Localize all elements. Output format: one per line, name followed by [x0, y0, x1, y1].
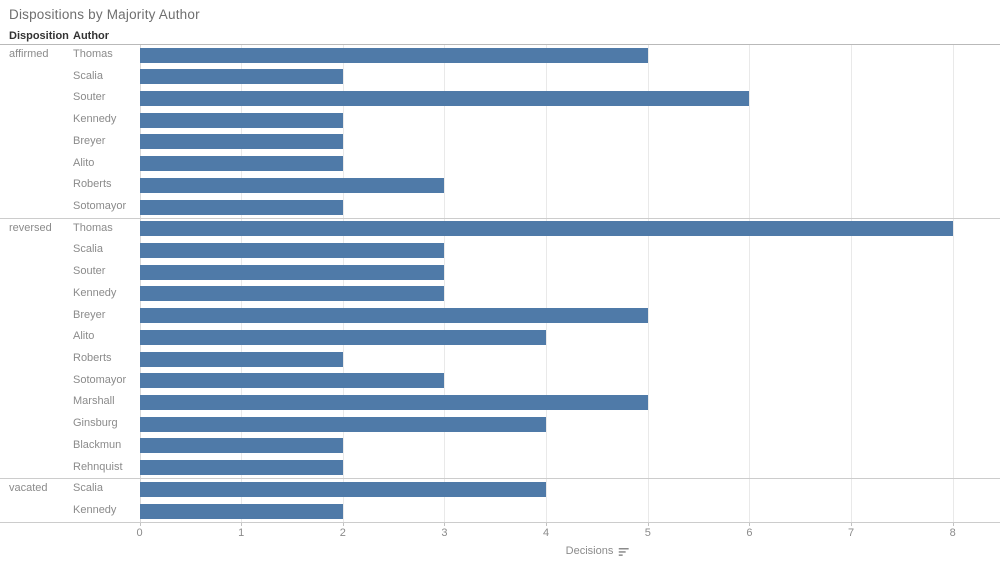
bar-reversed-blackmun[interactable]: [139, 438, 343, 454]
disposition-label[interactable]: reversed: [9, 221, 52, 234]
x-tick-label: 5: [644, 527, 651, 539]
column-header-author: Author: [73, 30, 110, 42]
tick-mark-2: [342, 521, 344, 526]
disposition-label[interactable]: affirmed: [9, 48, 49, 60]
author-label[interactable]: Blackmun: [73, 438, 122, 451]
header-divider: [0, 44, 1000, 45]
bar-affirmed-breyer[interactable]: [139, 134, 343, 150]
gridline-3: [444, 44, 446, 522]
sort-descending-icon[interactable]: [618, 547, 630, 557]
author-label[interactable]: Thomas: [73, 48, 113, 60]
bar-affirmed-kennedy[interactable]: [139, 112, 343, 128]
gridline-1: [241, 44, 243, 522]
bar-reversed-scalia[interactable]: [139, 242, 445, 258]
bar-vacated-kennedy[interactable]: [139, 503, 343, 519]
gridline-6: [749, 44, 751, 522]
bar-affirmed-souter[interactable]: [139, 90, 750, 106]
author-label[interactable]: Rehnquist: [73, 460, 123, 473]
bar-reversed-marshall[interactable]: [139, 394, 648, 410]
gridline-5: [647, 44, 649, 522]
bar-affirmed-alito[interactable]: [139, 156, 343, 172]
author-label[interactable]: Sotomayor: [73, 200, 127, 213]
tick-mark-8: [952, 521, 954, 526]
gridline-4: [546, 44, 548, 522]
bar-reversed-kennedy[interactable]: [139, 286, 445, 302]
bar-reversed-sotomayor[interactable]: [139, 373, 445, 389]
tick-mark-3: [444, 521, 446, 526]
gridline-8: [952, 44, 954, 522]
author-label[interactable]: Souter: [73, 91, 106, 104]
page-title: Dispositions by Majority Author: [9, 7, 200, 22]
bar-affirmed-roberts[interactable]: [139, 177, 445, 193]
gridline-7: [851, 44, 853, 522]
tick-mark-4: [546, 521, 548, 526]
bar-reversed-souter[interactable]: [139, 264, 445, 280]
author-label[interactable]: Kennedy: [73, 286, 117, 299]
tick-mark-1: [241, 521, 243, 526]
group-divider-vacated: [0, 521, 1000, 523]
bar-affirmed-sotomayor[interactable]: [139, 199, 343, 215]
x-tick-label: 7: [847, 527, 855, 539]
disposition-label[interactable]: vacated: [9, 482, 48, 495]
x-tick-label: 2: [339, 527, 346, 539]
x-axis-title-text: Decisions: [565, 545, 614, 557]
author-label[interactable]: Ginsburg: [73, 417, 118, 430]
author-label[interactable]: Breyer: [73, 134, 106, 147]
tick-mark-7: [851, 521, 853, 526]
bar-reversed-ginsburg[interactable]: [139, 416, 547, 432]
author-label[interactable]: Breyer: [73, 308, 106, 321]
bar-reversed-breyer[interactable]: [139, 308, 648, 324]
column-header-disposition: Disposition: [9, 30, 69, 42]
x-axis-title: Decisions: [566, 545, 631, 557]
tick-mark-0: [139, 521, 141, 526]
author-label[interactable]: Scalia: [73, 69, 103, 82]
bar-affirmed-thomas[interactable]: [139, 47, 648, 63]
x-tick-label: 4: [543, 527, 550, 539]
author-label[interactable]: Alito: [73, 156, 95, 169]
bar-affirmed-scalia[interactable]: [139, 69, 343, 85]
bar-vacated-scalia[interactable]: [139, 481, 547, 497]
bar-reversed-rehnquist[interactable]: [139, 460, 343, 476]
group-divider-affirmed: [0, 217, 1000, 219]
author-label[interactable]: Souter: [73, 265, 106, 278]
x-tick-label: 6: [746, 527, 753, 539]
bar-reversed-thomas[interactable]: [139, 221, 953, 237]
x-tick-label: 0: [136, 527, 143, 539]
x-tick-label: 8: [949, 527, 956, 539]
author-label[interactable]: Kennedy: [73, 113, 117, 126]
group-divider-reversed: [0, 478, 1000, 480]
tick-mark-5: [647, 521, 649, 526]
bar-reversed-roberts[interactable]: [139, 351, 343, 367]
gridline-0: [139, 44, 141, 522]
author-label[interactable]: Thomas: [73, 221, 113, 234]
author-label[interactable]: Sotomayor: [73, 373, 127, 386]
author-label[interactable]: Marshall: [73, 395, 115, 408]
author-label[interactable]: Kennedy: [73, 504, 117, 517]
gridline-2: [342, 44, 344, 522]
author-label[interactable]: Scalia: [73, 482, 103, 495]
author-label[interactable]: Scalia: [73, 243, 103, 256]
author-label[interactable]: Roberts: [73, 178, 112, 191]
author-label[interactable]: Alito: [73, 330, 95, 343]
x-tick-label: 1: [238, 527, 245, 539]
tick-mark-6: [749, 521, 751, 526]
author-label[interactable]: Roberts: [73, 352, 112, 365]
bar-reversed-alito[interactable]: [139, 329, 547, 345]
x-tick-label: 3: [441, 527, 448, 539]
